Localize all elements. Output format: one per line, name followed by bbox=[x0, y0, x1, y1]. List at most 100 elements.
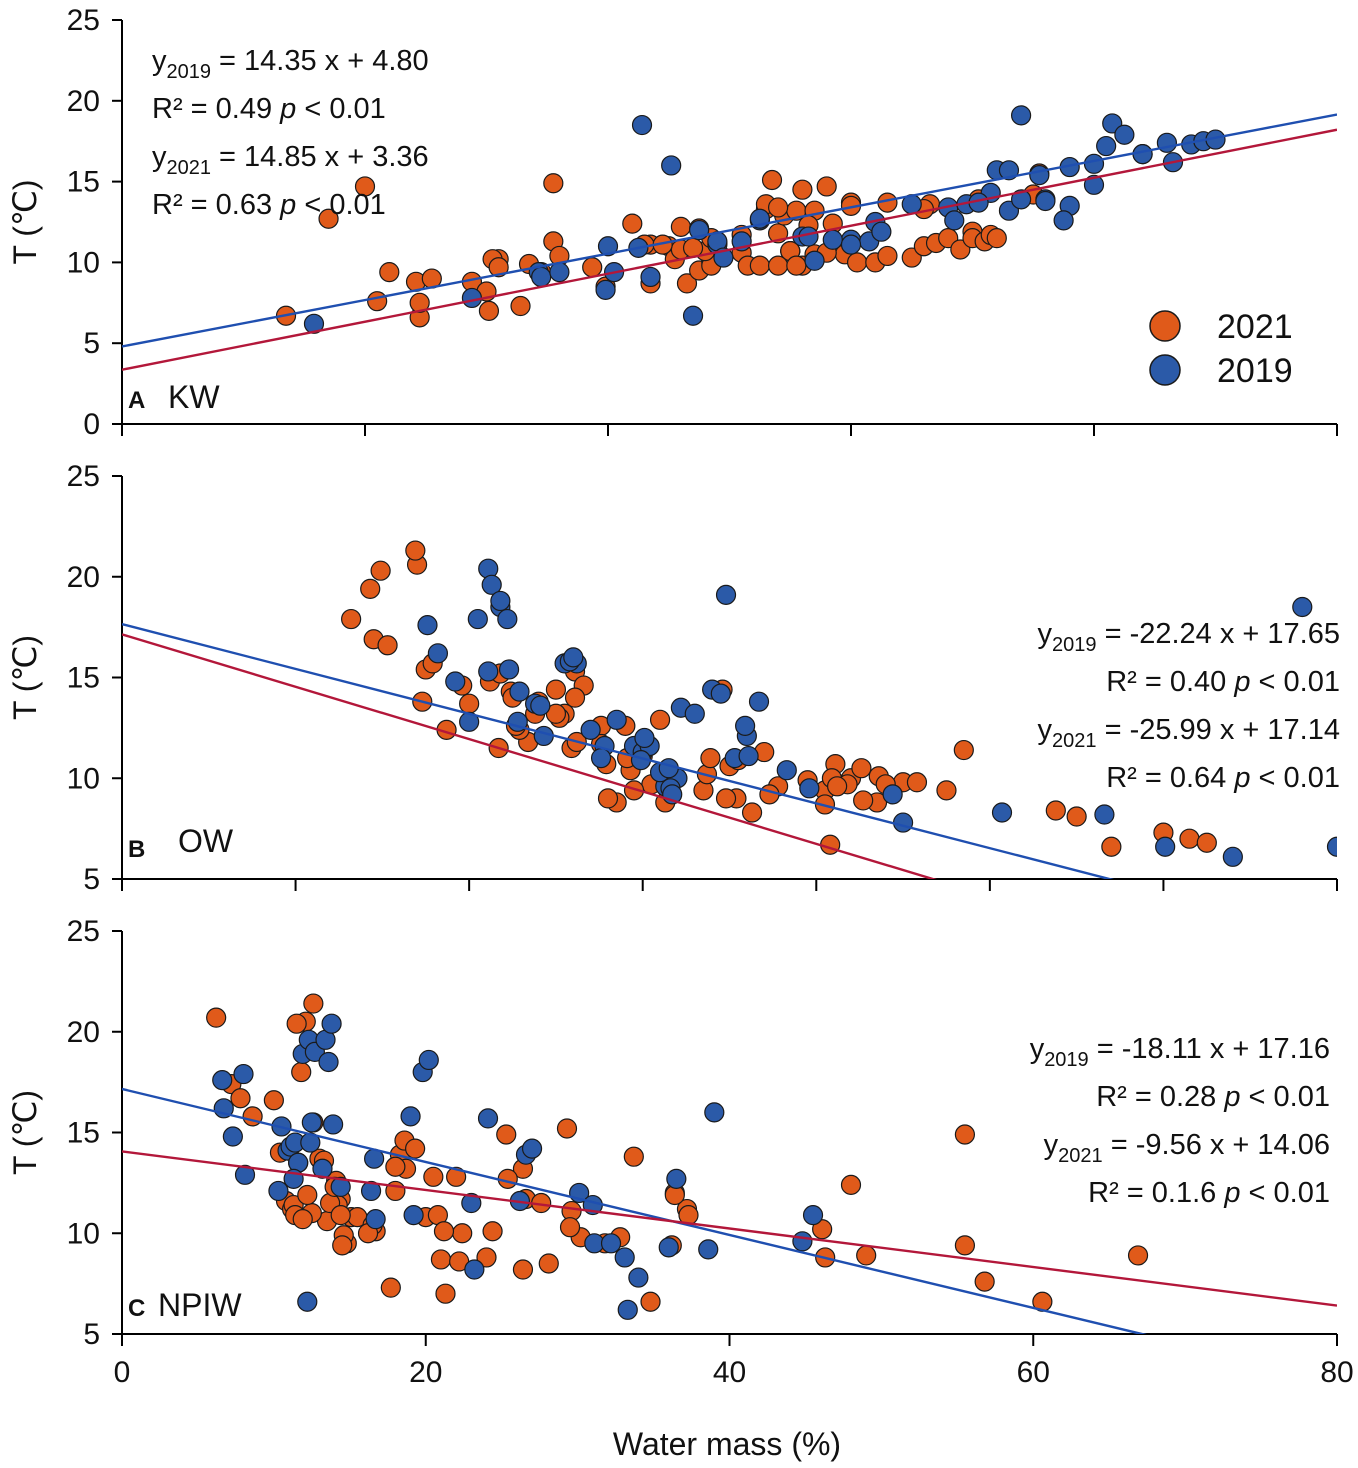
equation-line: y2019 = -18.11 x + 17.16 bbox=[1030, 1033, 1330, 1071]
point-2019 bbox=[1096, 135, 1117, 157]
point-2019 bbox=[822, 229, 843, 250]
fit-line-2021 bbox=[122, 633, 937, 879]
equation-subscript: 2019 bbox=[1044, 1049, 1089, 1071]
point-2019 bbox=[222, 1126, 243, 1147]
point-2019 bbox=[477, 1108, 499, 1129]
point-2019 bbox=[590, 747, 612, 769]
point-2019 bbox=[497, 608, 518, 630]
point-2019 bbox=[400, 1106, 421, 1127]
point-2019 bbox=[802, 1205, 824, 1226]
point-2019 bbox=[445, 671, 466, 692]
point-2021 bbox=[846, 252, 868, 273]
point-2021 bbox=[954, 1235, 976, 1256]
point-2021 bbox=[597, 788, 619, 809]
equation-subscript: 2019 bbox=[1052, 634, 1097, 656]
point-2019 bbox=[1094, 804, 1115, 825]
point-2021 bbox=[435, 1283, 456, 1304]
point-2019 bbox=[1114, 124, 1135, 145]
point-2019 bbox=[704, 1102, 725, 1123]
y-tick-label: 15 bbox=[67, 166, 100, 199]
point-2021 bbox=[379, 261, 400, 283]
point-2019 bbox=[892, 812, 914, 833]
point-2019 bbox=[464, 1259, 485, 1280]
point-2019 bbox=[418, 1049, 439, 1071]
equation-line: R² = 0.49 p < 0.01 bbox=[152, 93, 386, 125]
point-2021 bbox=[341, 608, 362, 630]
fit-line-2019 bbox=[122, 113, 1337, 348]
point-2019 bbox=[944, 210, 965, 231]
point-2021 bbox=[459, 693, 480, 714]
point-2021 bbox=[452, 1223, 473, 1244]
point-2019 bbox=[1326, 836, 1337, 857]
point-2019 bbox=[614, 1247, 635, 1268]
y-tick-label: 15 bbox=[67, 1117, 100, 1150]
point-2021 bbox=[292, 1209, 313, 1230]
point-2021 bbox=[230, 1088, 251, 1109]
point-2021 bbox=[380, 1277, 401, 1298]
y-tick-label: 5 bbox=[83, 863, 100, 896]
legend: 2021 2019 bbox=[1149, 308, 1293, 390]
point-2019 bbox=[530, 695, 551, 716]
point-2019 bbox=[1155, 836, 1176, 857]
point-2019 bbox=[606, 709, 627, 730]
point-2021 bbox=[512, 1259, 534, 1280]
equation-line: y2021 = 14.85 x + 3.36 bbox=[152, 141, 429, 179]
equation-lhs: R² = 0.64 bbox=[1106, 762, 1234, 794]
equation-rhs: = -18.11 x + 17.16 bbox=[1089, 1033, 1330, 1065]
x-tick-label: 20 bbox=[409, 1356, 442, 1389]
equation-lhs: R² = 0.40 bbox=[1106, 666, 1234, 698]
point-2019 bbox=[882, 784, 903, 805]
point-2021 bbox=[759, 784, 780, 805]
panel-name: OW bbox=[178, 823, 234, 859]
point-2019 bbox=[234, 1164, 256, 1185]
point-2021 bbox=[423, 1166, 444, 1187]
y-tick-label: 5 bbox=[83, 327, 100, 360]
plot-area bbox=[122, 540, 1337, 879]
point-2021 bbox=[816, 176, 837, 197]
point-2019 bbox=[640, 266, 661, 288]
fit-line-2019 bbox=[122, 1087, 1147, 1334]
point-2019 bbox=[1222, 846, 1243, 867]
point-2021 bbox=[446, 1166, 467, 1187]
y-tick-label: 5 bbox=[83, 1318, 100, 1351]
point-2019 bbox=[738, 745, 759, 767]
equation-line: R² = 0.63 p < 0.01 bbox=[152, 189, 386, 221]
legend-label: 2019 bbox=[1217, 352, 1293, 390]
point-2021 bbox=[767, 255, 789, 276]
y-tick-label: 10 bbox=[67, 762, 100, 795]
point-2021 bbox=[488, 257, 509, 278]
point-2021 bbox=[582, 257, 603, 278]
equation-lhs: y bbox=[152, 45, 167, 77]
equation-subscript: 2021 bbox=[1052, 730, 1097, 752]
point-2021 bbox=[559, 1217, 581, 1238]
point-2021 bbox=[827, 776, 848, 797]
point-2019 bbox=[799, 778, 820, 799]
point-2019 bbox=[595, 279, 616, 300]
equation-p: p bbox=[279, 93, 296, 125]
point-2019 bbox=[871, 221, 892, 242]
point-2021 bbox=[749, 255, 770, 276]
equation-lhs: y bbox=[1038, 714, 1053, 746]
point-2021 bbox=[761, 169, 783, 191]
point-2019 bbox=[417, 615, 438, 636]
point-2021 bbox=[482, 1221, 503, 1242]
point-2019 bbox=[490, 590, 511, 612]
point-2021 bbox=[1196, 832, 1217, 853]
point-2021 bbox=[853, 790, 874, 811]
point-2019 bbox=[580, 719, 601, 740]
point-2021 bbox=[545, 679, 567, 700]
panel-letter: C bbox=[128, 1295, 145, 1322]
point-2021 bbox=[297, 1184, 318, 1206]
point-2019 bbox=[330, 1176, 351, 1198]
point-2021 bbox=[786, 255, 807, 276]
point-2019 bbox=[461, 1192, 482, 1214]
legend-marker-2019 bbox=[1149, 354, 1181, 386]
equation-rhs: < 0.01 bbox=[296, 189, 386, 221]
fit-line-2021 bbox=[122, 1150, 1337, 1307]
point-2019 bbox=[1292, 596, 1313, 618]
point-2021 bbox=[741, 802, 763, 823]
legend-marker-2021 bbox=[1149, 310, 1181, 342]
point-2019 bbox=[1029, 165, 1050, 186]
point-2019 bbox=[549, 261, 570, 283]
equation-rhs: = -9.56 x + 14.06 bbox=[1103, 1129, 1330, 1161]
